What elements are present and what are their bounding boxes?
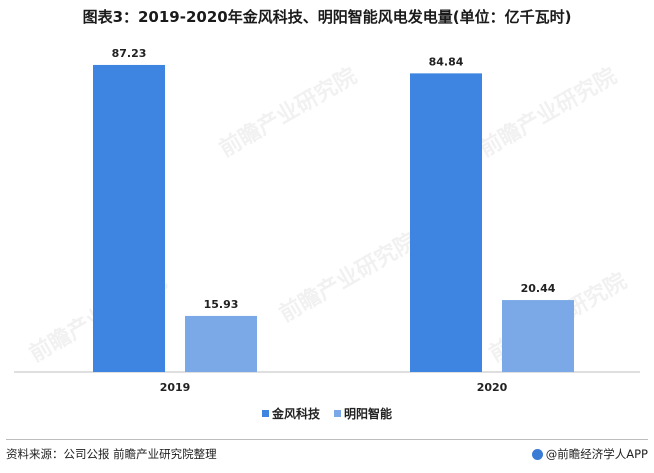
chart-legend: 金风科技 明阳智能 [0,405,654,422]
x-tick-label: 2020 [477,381,508,394]
data-label-2019-0: 87.23 [112,47,147,60]
legend-swatch [261,410,269,417]
brand-credit: @前瞻经济学人APP [531,446,648,462]
legend-label: 金风科技 [271,407,320,421]
chart-title: 图表3：2019-2020年金风科技、明阳智能风电发电量(单位：亿千瓦时) [82,8,572,26]
bar-2019-1 [185,315,257,372]
brand-label: @前瞻经济学人APP [545,447,648,461]
legend-swatch [334,410,341,417]
legend-item: 金风科技 [261,405,320,422]
bar-2020-0 [410,73,482,373]
x-tick-label: 2019 [160,381,191,394]
bar-2019-0 [93,64,165,372]
bar-chart: 87.23 15.93 2019 84.84 20.44 2020 [14,47,640,394]
brand-logo-icon [531,448,543,460]
data-label-2020-0: 84.84 [429,55,464,68]
source-note: 资料来源：公司公报 前瞻产业研究院整理 [6,447,217,461]
data-label-2020-1: 20.44 [521,282,556,295]
legend-item: 明阳智能 [334,405,392,422]
data-label-2019-1: 15.93 [204,298,239,311]
footer-divider [6,439,648,440]
bar-2020-1 [502,300,574,372]
legend-label: 明阳智能 [344,407,393,421]
